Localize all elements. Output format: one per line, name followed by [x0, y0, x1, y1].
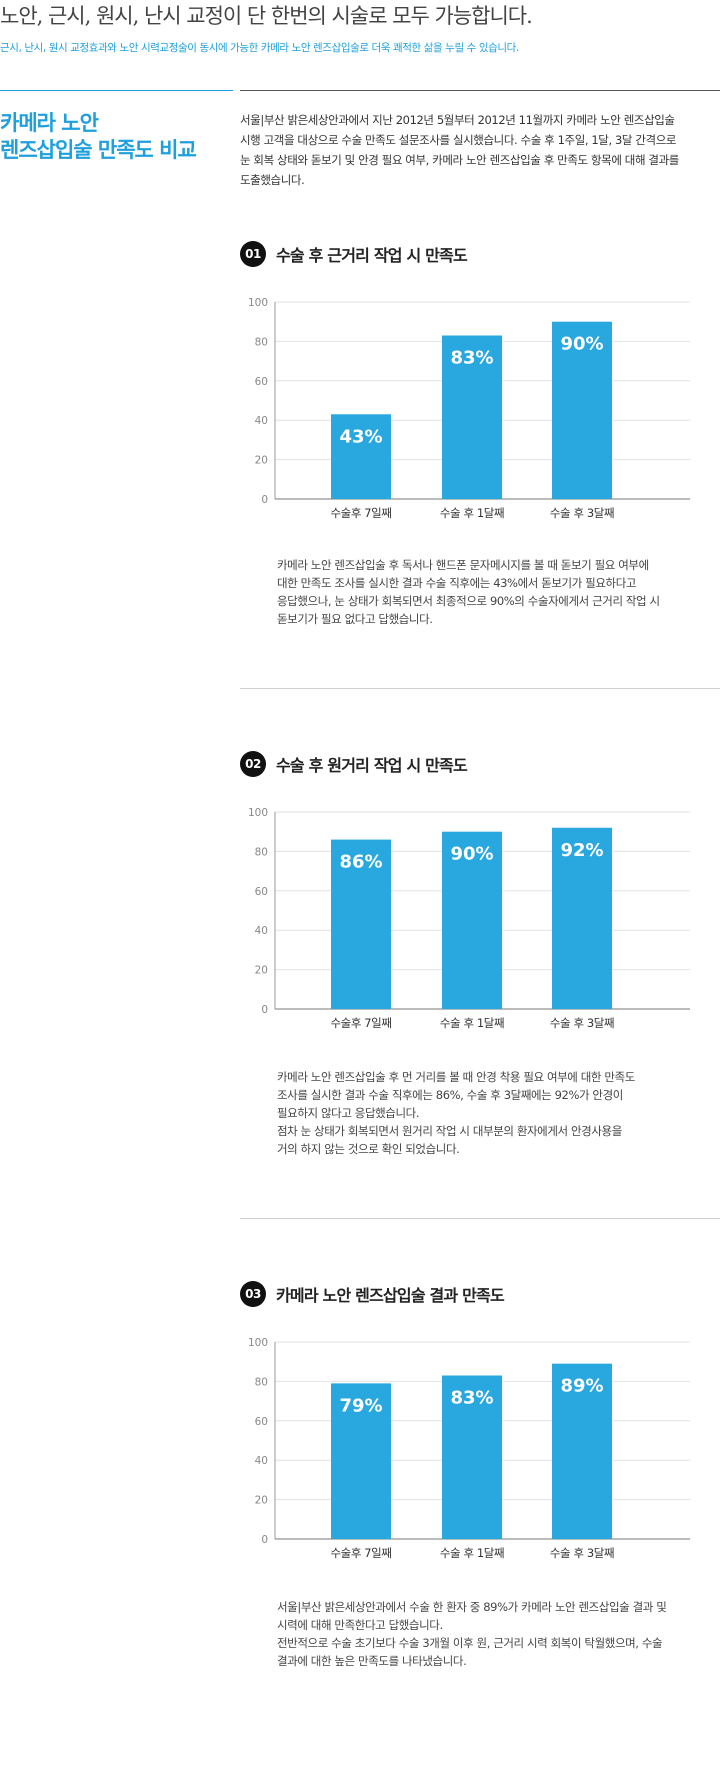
intro-line: 눈 회복 상태와 돋보기 및 안경 필요 여부, 카메라 노안 렌즈삽입술 후 …: [240, 153, 679, 167]
x-category-label: 수술 후 3달째: [550, 1546, 614, 1560]
y-tick-label: 0: [261, 494, 268, 506]
section-heading-title: 카메라 노안 렌즈삽입술 결과 만족도: [276, 1286, 505, 1305]
page-subheadline: 근시, 난시, 원시 교정효과와 노안 시력교정술이 동시에 가능한 카메라 노…: [0, 42, 519, 54]
bar: [442, 335, 502, 499]
bar: [552, 827, 612, 1009]
y-tick-label: 0: [261, 1004, 268, 1016]
section-description: 카메라 노안 렌즈삽입술 후 먼 거리를 볼 때 안경 착용 필요 여부에 대한…: [277, 1068, 720, 1158]
bar: [442, 1375, 502, 1539]
description-line: 결과에 대한 높은 만족도를 나타냈습니다.: [277, 1654, 467, 1668]
y-tick-label: 40: [255, 1455, 268, 1467]
x-category-label: 수술후 7일째: [330, 506, 391, 520]
section-title-line-2: 렌즈삽입술 만족도 비교: [0, 138, 197, 162]
description-line: 서울|부산 밝은세상안과에서 수술 한 환자 중 89%가 카메라 노안 렌즈삽…: [277, 1600, 667, 1614]
description-line: 대한 만족도 조사를 실시한 결과 수술 직후에는 43%에서 돋보기가 필요하…: [277, 576, 637, 590]
section-heading: 03 카메라 노안 렌즈삽입술 결과 만족도: [240, 1280, 505, 1308]
bar: [331, 839, 391, 1009]
section-heading: 01 수술 후 근거리 작업 시 만족도: [240, 240, 468, 268]
bar: [331, 414, 391, 499]
section-title: 카메라 노안 렌즈삽입술 만족도 비교: [0, 110, 197, 164]
y-tick-label: 40: [255, 415, 268, 427]
bar: [442, 831, 502, 1009]
intro-line: 서울|부산 밝은세상안과에서 지난 2012년 5월부터 2012년 11월까지…: [240, 113, 675, 127]
x-category-label: 수술 후 1달째: [440, 1546, 504, 1560]
bar: [552, 1363, 612, 1539]
section-description: 서울|부산 밝은세상안과에서 수술 한 환자 중 89%가 카메라 노안 렌즈삽…: [277, 1598, 720, 1670]
y-tick-label: 40: [255, 925, 268, 937]
intro-line: 도출했습니다.: [240, 173, 305, 187]
y-tick-label: 20: [255, 455, 268, 467]
section-number-badge: 01: [240, 241, 266, 267]
bar-chart: 0 20 40 60 80 100 79% 수술후 7일째 83% 수술 후 1달째 89% 수술 후…: [248, 1337, 690, 1560]
y-tick-label: 100: [248, 807, 268, 819]
bar-value-label: 83%: [450, 1387, 493, 1408]
y-tick-label: 80: [255, 336, 268, 348]
bar-value-label: 79%: [339, 1395, 382, 1416]
x-category-label: 수술 후 3달째: [550, 1016, 614, 1030]
x-category-label: 수술 후 1달째: [440, 1016, 504, 1030]
description-line: 조사를 실시한 결과 수술 직후에는 86%, 수술 후 3달째에는 92%가 …: [277, 1088, 623, 1102]
y-tick-label: 80: [255, 1376, 268, 1388]
description-line: 전반적으로 수술 초기보다 수술 3개월 이후 원, 근거리 시력 회복이 탁월…: [277, 1636, 663, 1650]
y-tick-label: 60: [255, 886, 268, 898]
section-divider: [240, 1218, 720, 1219]
bar-value-label: 92%: [560, 840, 603, 861]
section-description: 카메라 노안 렌즈삽입술 후 독서나 핸드폰 문자메시지를 볼 때 돋보기 필요…: [277, 556, 720, 628]
bar-value-label: 90%: [560, 334, 603, 355]
content-rule: [240, 90, 720, 91]
x-category-label: 수술 후 1달째: [440, 506, 504, 520]
description-line: 필요하지 않다고 응답했습니다.: [277, 1106, 420, 1120]
page-headline: 노안, 근시, 원시, 난시 교정이 단 한번의 시술로 모두 가능합니다.: [0, 4, 533, 28]
bar-value-label: 86%: [339, 852, 382, 873]
description-line: 응답했으나, 눈 상태가 회복되면서 최종적으로 90%의 수술자에게서 근거리…: [277, 594, 660, 608]
description-line: 거의 하지 않는 것으로 확인 되었습니다.: [277, 1142, 460, 1156]
section-heading: 02 수술 후 원거리 작업 시 만족도: [240, 750, 468, 778]
bar-chart: 0 20 40 60 80 100 86% 수술후 7일째 90% 수술 후 1달째 92% 수술 후…: [248, 807, 690, 1030]
section-divider: [240, 688, 720, 689]
description-line: 카메라 노안 렌즈삽입술 후 먼 거리를 볼 때 안경 착용 필요 여부에 대한…: [277, 1070, 635, 1084]
bar: [552, 321, 612, 499]
y-tick-label: 20: [255, 1495, 268, 1507]
y-tick-label: 20: [255, 965, 268, 977]
y-tick-label: 0: [261, 1534, 268, 1546]
y-tick-label: 80: [255, 846, 268, 858]
description-line: 카메라 노안 렌즈삽입술 후 독서나 핸드폰 문자메시지를 볼 때 돋보기 필요…: [277, 558, 649, 572]
y-tick-label: 100: [248, 1337, 268, 1349]
description-line: 점차 눈 상태가 회복되면서 원거리 작업 시 대부분의 환자에게서 안경사용을: [277, 1124, 622, 1138]
description-line: 시력에 대해 만족한다고 답했습니다.: [277, 1618, 443, 1632]
section-title-line-1: 카메라 노안: [0, 111, 99, 135]
section-number-badge: 03: [240, 1281, 266, 1307]
x-category-label: 수술후 7일째: [330, 1016, 391, 1030]
section-heading-title: 수술 후 근거리 작업 시 만족도: [276, 246, 468, 265]
x-category-label: 수술후 7일째: [330, 1546, 391, 1560]
x-category-label: 수술 후 3달째: [550, 506, 614, 520]
bar-value-label: 83%: [450, 347, 493, 368]
bar-value-label: 90%: [450, 844, 493, 865]
intro-line: 시행 고객을 대상으로 수술 만족도 설문조사를 실시했습니다. 수술 후 1주…: [240, 133, 677, 147]
y-tick-label: 60: [255, 1416, 268, 1428]
y-tick-label: 60: [255, 376, 268, 388]
y-tick-label: 100: [248, 297, 268, 309]
bar-value-label: 43%: [339, 426, 382, 447]
bar-chart: 0 20 40 60 80 100 43% 수술후 7일째 83% 수술 후 1달째 90% 수술 후…: [248, 297, 690, 520]
intro-paragraph: 서울|부산 밝은세상안과에서 지난 2012년 5월부터 2012년 11월까지…: [240, 110, 720, 190]
section-number-badge: 02: [240, 751, 266, 777]
title-rule: [0, 90, 233, 91]
description-line: 돋보기가 필요 없다고 답했습니다.: [277, 612, 433, 626]
bar-value-label: 89%: [560, 1376, 603, 1397]
section-heading-title: 수술 후 원거리 작업 시 만족도: [276, 756, 468, 775]
bar: [331, 1383, 391, 1539]
